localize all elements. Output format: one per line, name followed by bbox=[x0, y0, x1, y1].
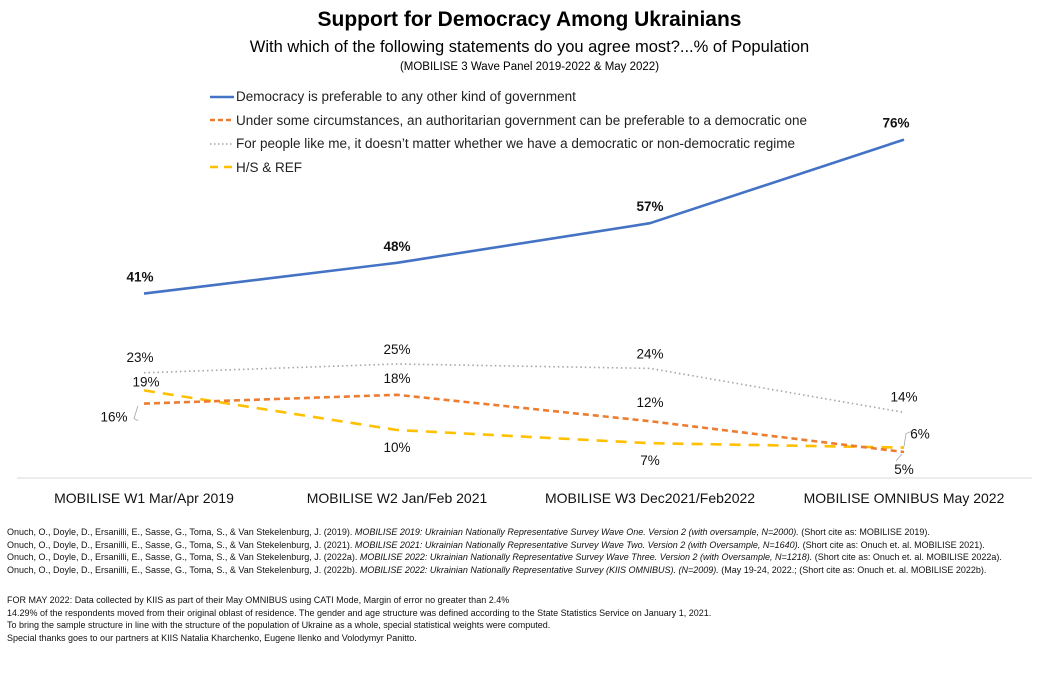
citation: Onuch, O., Doyle, D., Ersanilli, E., Sas… bbox=[7, 527, 930, 537]
data-label: 48% bbox=[383, 239, 410, 254]
leader-line bbox=[903, 431, 912, 447]
x-tick-label: MOBILISE W2 Jan/Feb 2021 bbox=[307, 490, 488, 506]
legend-label: For people like me, it doesn’t matter wh… bbox=[236, 136, 796, 152]
data-label: 6% bbox=[910, 427, 930, 442]
data-label: 25% bbox=[383, 342, 410, 357]
data-label: 5% bbox=[894, 462, 914, 477]
footnote: FOR MAY 2022: Data collected by KIIS as … bbox=[7, 595, 510, 605]
legend-label: H/S & REF bbox=[236, 159, 303, 175]
legend-label: Under some circumstances, an authoritari… bbox=[236, 112, 808, 128]
data-label: 7% bbox=[640, 453, 660, 468]
leader-line bbox=[133, 405, 139, 421]
legend-item-democracy: Democracy is preferable to any other kin… bbox=[210, 85, 807, 109]
legend-label: Democracy is preferable to any other kin… bbox=[236, 89, 576, 105]
citation: Onuch, O., Doyle, D., Ersanilli, E., Sas… bbox=[7, 564, 987, 575]
data-label: 14% bbox=[890, 389, 917, 404]
series-line-1 bbox=[143, 393, 905, 454]
citations: Onuch, O., Doyle, D., Ersanilli, E., Sas… bbox=[7, 526, 1002, 576]
legend-swatch-dot bbox=[210, 143, 234, 145]
series-line-3 bbox=[143, 389, 905, 449]
legend-item-authoritarian: Under some circumstances, an authoritari… bbox=[210, 109, 807, 133]
chart-subtitle: With which of the following statements d… bbox=[249, 38, 810, 56]
legend-swatch-dash bbox=[210, 119, 234, 122]
x-tick-label: MOBILISE W1 Mar/Apr 2019 bbox=[54, 490, 234, 506]
legend-item-doesnt-matter: For people like me, it doesn’t matter wh… bbox=[210, 132, 807, 156]
data-label: 23% bbox=[126, 350, 153, 365]
data-label: 16% bbox=[100, 410, 127, 425]
footnotes: FOR MAY 2022: Data collected by KIIS as … bbox=[7, 594, 711, 644]
series-line-2 bbox=[143, 363, 905, 414]
data-label: 12% bbox=[636, 395, 663, 410]
footnote: 14.29% of the respondents moved from the… bbox=[7, 607, 712, 618]
series-line-0 bbox=[143, 138, 905, 295]
data-label: 57% bbox=[636, 199, 663, 214]
legend-item-hs-ref: H/S & REF bbox=[210, 156, 807, 180]
x-tick-label: MOBILISE OMNIBUS May 2022 bbox=[804, 490, 1005, 506]
citation: Onuch, O., Doyle, D., Ersanilli, E., Sas… bbox=[7, 539, 985, 550]
citation: Onuch, O., Doyle, D., Ersanilli, E., Sas… bbox=[7, 552, 1002, 563]
chart-note: (MOBILISE 3 Wave Panel 2019-2022 & May 2… bbox=[399, 61, 660, 73]
data-label: 41% bbox=[126, 270, 153, 285]
data-label: 10% bbox=[383, 440, 410, 455]
data-label: 19% bbox=[132, 374, 159, 389]
chart-title: Support for Democracy Among Ukrainians bbox=[317, 8, 742, 31]
footnote: To bring the sample structure in line wi… bbox=[7, 620, 551, 631]
legend-swatch-longdash bbox=[210, 166, 234, 169]
data-label: 18% bbox=[383, 371, 410, 386]
footnote: Special thanks goes to our partners at K… bbox=[7, 632, 417, 643]
x-tick-label: MOBILISE W3 Dec2021/Feb2022 bbox=[545, 490, 755, 506]
data-label: 24% bbox=[636, 346, 663, 361]
legend: Democracy is preferable to any other kin… bbox=[210, 85, 807, 179]
data-label: 76% bbox=[882, 116, 909, 131]
legend-swatch-solid bbox=[210, 95, 234, 98]
leader-line bbox=[895, 453, 903, 462]
